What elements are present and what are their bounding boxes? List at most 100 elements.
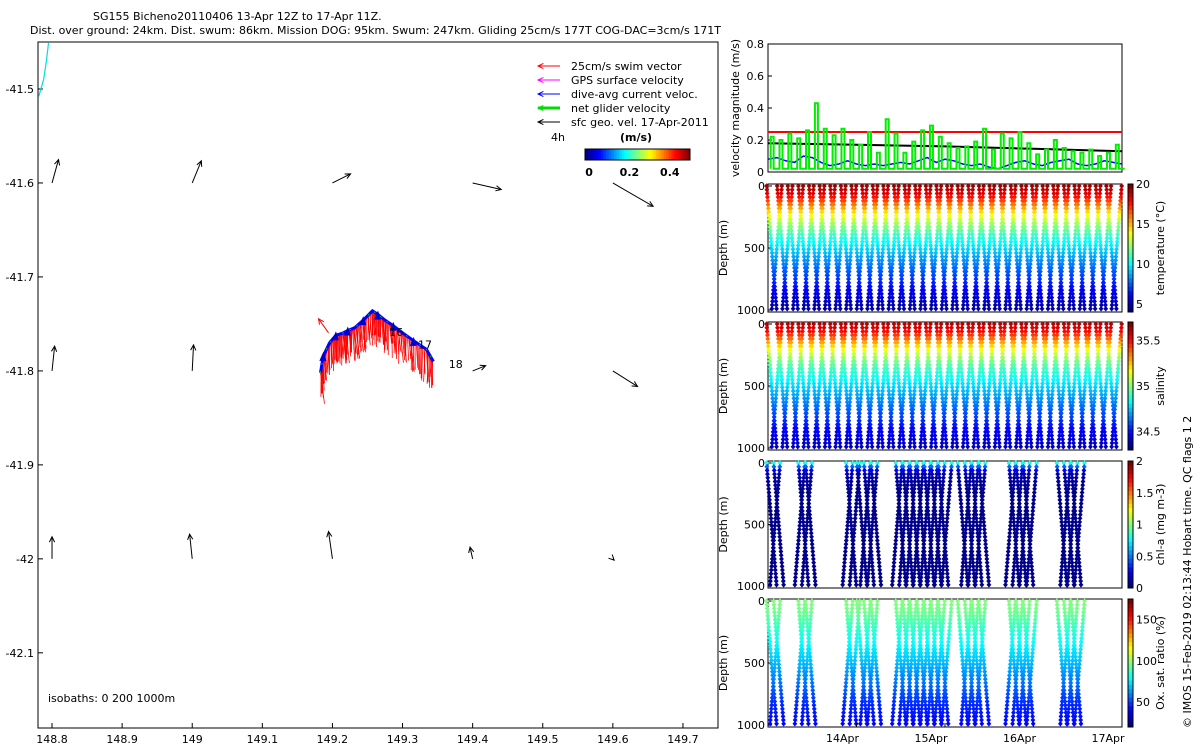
profile-marker [899, 276, 905, 282]
profile-marker [821, 183, 827, 189]
profile-marker [844, 298, 850, 305]
profile-marker [893, 201, 898, 208]
profile-marker [816, 246, 822, 253]
section-colorbar-swatch [1128, 252, 1133, 258]
profile-marker [843, 242, 849, 249]
profile-marker [938, 186, 944, 193]
profile-marker [864, 242, 870, 249]
profile-marker [786, 231, 791, 238]
isobath-0m [38, 42, 50, 97]
profile-marker [927, 190, 933, 197]
section-colorbar-swatch [1128, 213, 1133, 219]
profile-marker [802, 287, 808, 293]
profile-marker [886, 305, 892, 312]
profile-marker [828, 186, 833, 193]
swim-vector [402, 333, 406, 354]
swim-vector [417, 343, 419, 371]
profile-marker [770, 261, 776, 267]
profile-marker [887, 291, 893, 297]
profile-marker [863, 190, 869, 197]
profile-marker [891, 183, 897, 189]
swim-vector [401, 332, 406, 361]
profile-marker [817, 239, 823, 245]
profile-marker [850, 194, 855, 200]
profile-marker [781, 291, 787, 297]
section-colorbar-swatch [1128, 294, 1133, 300]
swim-vector [326, 347, 328, 373]
profile-marker [801, 253, 807, 260]
profile-marker [840, 205, 846, 212]
profile-marker [910, 265, 916, 271]
profile-marker [823, 298, 828, 305]
profile-marker [927, 231, 933, 238]
profile-marker [846, 276, 852, 282]
section-colorbar-swatch [1128, 260, 1133, 266]
colorbar-tick-label: 0 [585, 166, 593, 179]
profile-marker [836, 261, 842, 267]
profile-marker [852, 224, 858, 230]
profile-marker [765, 194, 770, 200]
profile-marker [769, 302, 775, 308]
profile-marker [895, 227, 901, 234]
profile-marker [860, 194, 866, 200]
profile-marker [801, 298, 807, 305]
profile-marker [879, 253, 885, 260]
swim-vector [398, 330, 400, 364]
profile-marker [807, 227, 813, 234]
profile-marker [893, 205, 899, 212]
profile-marker [845, 283, 851, 290]
profile-marker [791, 298, 797, 305]
profile-marker [821, 231, 826, 238]
profile-marker [926, 224, 932, 230]
colorbar-swatch [632, 149, 636, 160]
profile-marker [778, 227, 784, 234]
profile-marker [899, 268, 905, 275]
profile-marker [837, 302, 843, 308]
profile-marker [838, 239, 844, 245]
profile-marker [922, 305, 928, 312]
profile-marker [792, 279, 798, 286]
profile-marker [881, 235, 887, 241]
profile-marker [799, 194, 805, 200]
profile-marker [875, 242, 880, 249]
profile-marker [809, 212, 814, 219]
section-colorbar-swatch [1128, 386, 1133, 391]
profile-marker [775, 231, 781, 238]
profile-marker [933, 302, 938, 308]
profile-marker [875, 246, 881, 253]
swim-vector [369, 312, 371, 341]
profile-marker [909, 283, 915, 290]
map-axes-box [37, 41, 719, 729]
profile-marker [896, 183, 902, 189]
profile-marker [914, 198, 919, 204]
profile-marker [869, 253, 875, 260]
profile-marker [888, 279, 894, 286]
swim-vector [385, 321, 388, 342]
profile-marker [878, 276, 883, 282]
profile-marker [840, 209, 846, 215]
current-vector-head [608, 554, 615, 561]
section-y-tick-label: 1000 [737, 304, 765, 317]
profile-marker [872, 205, 877, 212]
profile-marker [836, 294, 842, 301]
profile-marker [900, 294, 906, 301]
profile-marker [917, 242, 923, 249]
swim-vector [342, 332, 345, 356]
profile-marker [791, 291, 797, 297]
profile-marker [898, 283, 904, 290]
profile-marker [896, 242, 902, 249]
profile-marker [794, 294, 800, 301]
profile-marker [911, 261, 916, 267]
section-y-tick-label: 500 [744, 242, 765, 255]
profile-marker [848, 253, 853, 260]
profile-marker [810, 227, 816, 234]
section-colorbar-swatch [1128, 218, 1133, 223]
section-y-tick-label: 500 [744, 519, 765, 532]
profile-marker [812, 257, 818, 264]
profile-marker [791, 261, 797, 267]
section-colorbar-swatch [1128, 273, 1133, 279]
profile-marker [882, 227, 887, 234]
profile-marker [919, 291, 925, 297]
profile-marker [817, 190, 823, 197]
profile-marker [851, 209, 857, 215]
